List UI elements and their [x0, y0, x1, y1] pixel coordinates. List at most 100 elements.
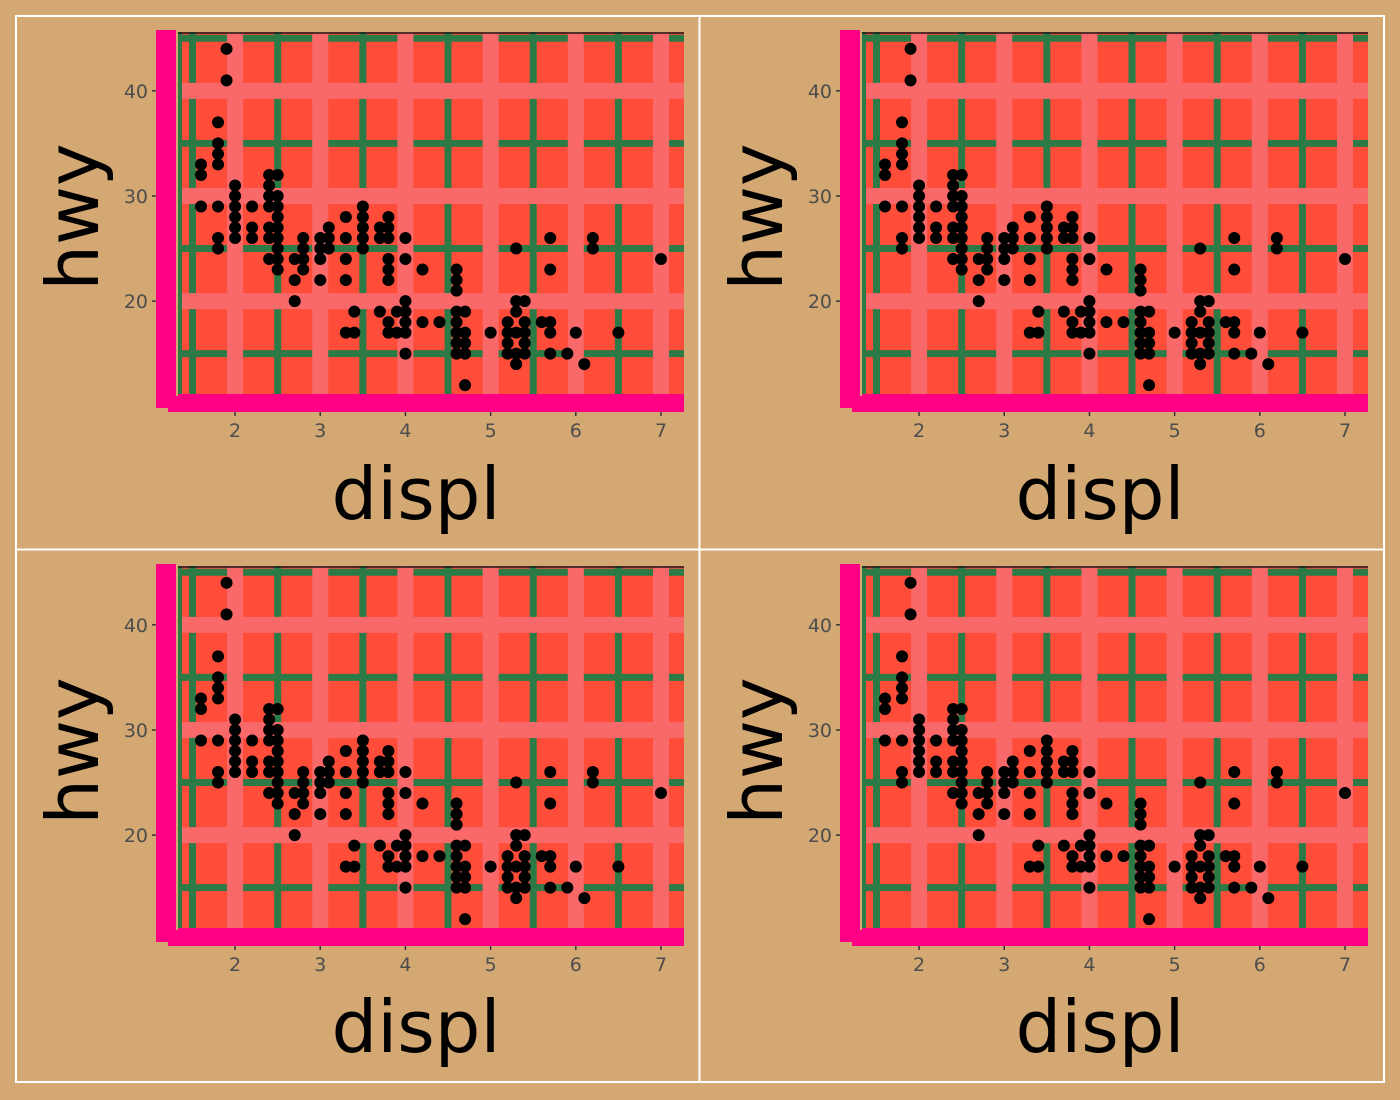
data-point [348, 305, 361, 318]
data-point [972, 253, 985, 266]
data-point [1228, 766, 1241, 779]
data-point [1168, 860, 1181, 873]
data-point [1006, 232, 1019, 245]
data-point [246, 200, 259, 213]
data-point [399, 232, 412, 245]
y-axis-title: hwy [715, 143, 799, 290]
axis-corner [168, 930, 180, 946]
data-point [220, 74, 233, 87]
data-point [246, 734, 259, 747]
data-point [1134, 839, 1147, 852]
data-point [1202, 850, 1215, 863]
data-point [1202, 829, 1215, 842]
data-point [212, 692, 225, 705]
data-point [450, 347, 463, 360]
y-tick-label: 30 [808, 186, 832, 208]
data-point [1023, 860, 1036, 873]
data-point [998, 242, 1011, 255]
data-point [1066, 326, 1079, 339]
data-point [981, 263, 994, 276]
x-tick-label: 7 [1339, 420, 1351, 442]
data-point [947, 713, 960, 726]
data-point [212, 232, 225, 245]
data-point [271, 221, 284, 234]
data-point [1219, 850, 1232, 863]
data-point [322, 766, 335, 779]
data-point [947, 787, 960, 800]
data-point [1023, 253, 1036, 266]
data-point [399, 829, 412, 842]
data-point [955, 189, 968, 202]
data-point [1194, 829, 1207, 842]
data-point [510, 892, 523, 905]
data-point [1032, 326, 1045, 339]
data-point [913, 713, 926, 726]
data-point [510, 829, 523, 842]
data-point [544, 326, 557, 339]
data-point [1100, 263, 1113, 276]
data-point [1262, 358, 1275, 371]
data-point [416, 263, 429, 276]
data-point [913, 189, 926, 202]
data-point [896, 766, 909, 779]
data-point [544, 860, 557, 873]
axis-corner [852, 396, 864, 412]
data-point [271, 723, 284, 736]
data-point [879, 692, 891, 705]
x-axis-line [178, 928, 684, 946]
data-point [1168, 326, 1181, 339]
data-point [390, 326, 403, 339]
data-point [1194, 242, 1207, 255]
data-point [955, 797, 968, 810]
data-point [544, 232, 557, 245]
data-point [1040, 745, 1053, 757]
data-point [382, 232, 395, 245]
data-point [1057, 766, 1070, 779]
data-point [1202, 881, 1215, 894]
data-point [314, 242, 327, 255]
data-point [955, 253, 968, 266]
data-point [1023, 787, 1036, 800]
data-point [382, 766, 395, 779]
data-point [1185, 881, 1198, 894]
data-point [288, 787, 301, 800]
data-point [229, 745, 242, 757]
data-point [1202, 295, 1215, 308]
data-point [1100, 797, 1113, 810]
data-point [1100, 316, 1113, 329]
data-point [544, 263, 557, 276]
data-point [1083, 347, 1096, 360]
data-point [1194, 347, 1207, 360]
data-point [450, 871, 463, 884]
data-point [1066, 797, 1079, 810]
points-layer [879, 576, 1351, 926]
data-point [1134, 347, 1147, 360]
data-point [416, 316, 429, 329]
x-axis-line [862, 394, 1368, 412]
data-point [288, 829, 301, 842]
data-point [947, 232, 960, 245]
data-point [972, 787, 985, 800]
y-axis-title: hwy [715, 677, 799, 824]
data-point [1066, 850, 1079, 863]
data-point [356, 766, 369, 779]
data-point [459, 347, 472, 360]
data-point [518, 850, 531, 863]
data-point [382, 221, 395, 234]
data-point [1083, 881, 1096, 894]
chart-panel-bottom-right: 2 3 4 5 6 7 20 30 40 displ hwy [700, 550, 1384, 1082]
data-point [1202, 337, 1215, 350]
data-point [569, 326, 582, 339]
data-point [913, 179, 926, 192]
data-point [501, 347, 514, 360]
x-tick-label: 6 [1254, 420, 1266, 442]
data-point [450, 316, 463, 329]
data-point [450, 818, 463, 831]
data-point [348, 860, 361, 873]
data-point [913, 232, 926, 245]
y-tick-label: 20 [124, 291, 148, 313]
data-point [1134, 808, 1147, 821]
data-point [1134, 274, 1147, 287]
data-point [382, 787, 395, 800]
data-point [271, 263, 284, 276]
